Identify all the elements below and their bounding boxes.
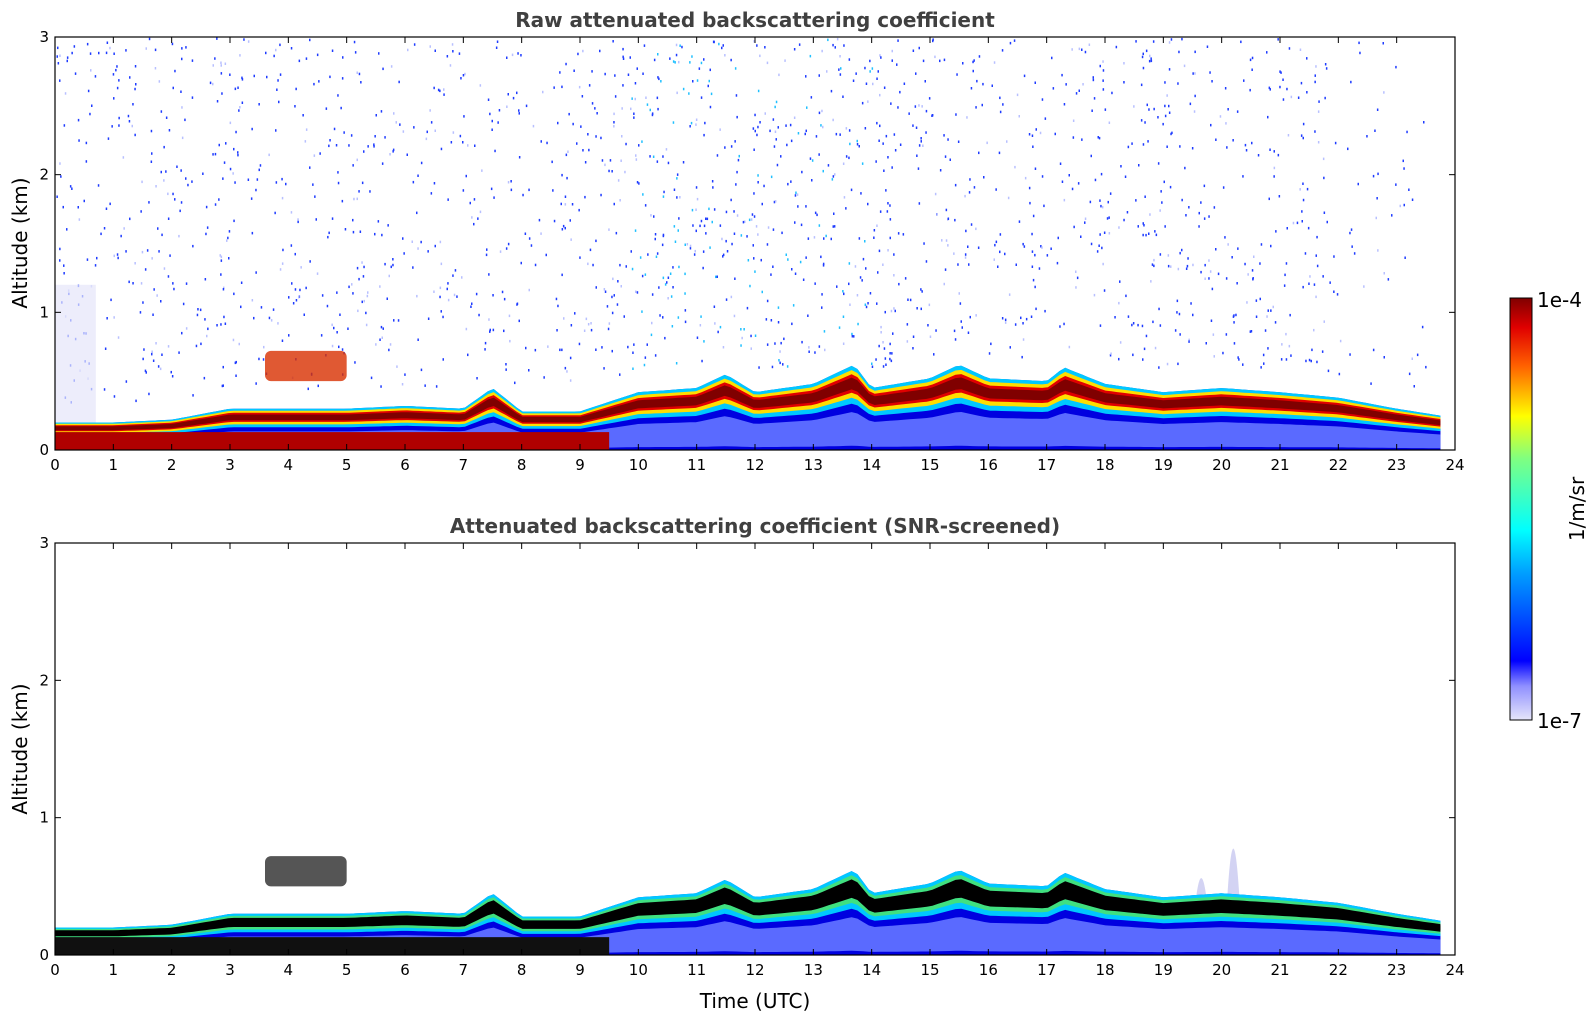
x-tick-label: 3 [225, 456, 235, 474]
x-tick-label: 8 [517, 456, 527, 474]
surface-layer [55, 937, 610, 955]
x-tick-label: 0 [50, 456, 60, 474]
x-tick-label: 13 [804, 456, 823, 474]
x-tick-label: 14 [862, 961, 881, 979]
panel-raw: Raw attenuated backscattering coefficien… [8, 8, 1465, 474]
x-tick-label: 8 [517, 961, 527, 979]
x-tick-label: 2 [167, 961, 177, 979]
x-tick-label: 16 [979, 961, 998, 979]
x-tick-label: 21 [1270, 961, 1289, 979]
colorbar: 1e-4 1e-7 1/m/sr [1509, 288, 1589, 733]
noise-speckle [56, 37, 1427, 404]
panel-screened-x-ticks: 0 1 2 3 4 5 6 7 8 9 10 11 12 13 14 15 16 17 18 19 20 21 22 23 24 [50, 543, 1465, 979]
elevated-layer [265, 856, 347, 887]
x-tick-label: 1 [109, 456, 119, 474]
x-tick-label: 23 [1387, 456, 1406, 474]
panel-raw-ylabel: Altitude (km) [8, 177, 32, 308]
bl-dark-band [55, 377, 1441, 431]
x-tick-label: 22 [1329, 961, 1348, 979]
x-tick-label: 12 [745, 961, 764, 979]
x-tick-label: 15 [920, 456, 939, 474]
x-tick-label: 12 [745, 456, 764, 474]
x-tick-label: 11 [687, 456, 706, 474]
x-tick-label: 18 [1095, 961, 1114, 979]
x-tick-label: 19 [1154, 456, 1173, 474]
x-tick-label: 5 [342, 456, 352, 474]
panel-raw-frame [54, 36, 1456, 451]
x-tick-label: 6 [400, 961, 410, 979]
x-tick-label: 23 [1387, 961, 1406, 979]
y-tick-label: 0 [39, 946, 49, 964]
surface-layer [55, 432, 610, 450]
x-tick-label: 20 [1212, 961, 1231, 979]
x-tick-label: 10 [629, 456, 648, 474]
bl-dark-band [55, 882, 1441, 936]
panel-raw-y-ticks: 0 1 2 3 [39, 28, 1455, 459]
x-tick-label: 15 [920, 961, 939, 979]
x-tick-label: 14 [862, 456, 881, 474]
panel-screened: Attenuated backscattering coefficient (S… [8, 514, 1465, 1013]
panel-raw-x-ticks: 0 1 2 3 4 5 6 7 8 9 10 11 12 13 14 15 16 17 18 19 20 21 22 23 24 [50, 37, 1465, 474]
x-tick-label: 22 [1329, 456, 1348, 474]
y-tick-label: 1 [39, 303, 49, 321]
x-tick-label: 16 [979, 456, 998, 474]
x-tick-label: 2 [167, 456, 177, 474]
x-tick-label: 19 [1154, 961, 1173, 979]
y-tick-label: 1 [39, 809, 49, 827]
x-tick-label: 21 [1270, 456, 1289, 474]
panel-screened-xlabel: Time (UTC) [699, 989, 811, 1013]
x-tick-label: 24 [1445, 961, 1464, 979]
x-tick-label: 4 [284, 456, 294, 474]
x-tick-label: 7 [459, 456, 469, 474]
haze-region [55, 284, 96, 450]
panel-screened-frame [54, 542, 1456, 956]
x-tick-label: 9 [575, 456, 585, 474]
x-tick-label: 17 [1037, 961, 1056, 979]
x-tick-label: 0 [50, 961, 60, 979]
x-tick-label: 1 [109, 961, 119, 979]
x-tick-label: 10 [629, 961, 648, 979]
elevated-layer [265, 350, 347, 382]
x-tick-label: 7 [459, 961, 469, 979]
panel-raw-heatmap [55, 37, 1441, 450]
colorbar-gradient [1509, 297, 1533, 721]
panel-screened-y-ticks: 0 1 2 3 [39, 534, 1455, 964]
y-tick-label: 2 [39, 166, 49, 184]
x-tick-label: 3 [225, 961, 235, 979]
x-tick-label: 18 [1095, 456, 1114, 474]
colorbar-max-label: 1e-4 [1537, 288, 1582, 312]
x-tick-label: 6 [400, 456, 410, 474]
panel-screened-title: Attenuated backscattering coefficient (S… [450, 514, 1060, 538]
x-tick-label: 24 [1445, 456, 1464, 474]
y-tick-label: 0 [39, 441, 49, 459]
x-tick-label: 9 [575, 961, 585, 979]
panel-screened-ylabel: Altitude (km) [8, 683, 32, 814]
x-tick-label: 5 [342, 961, 352, 979]
x-tick-label: 11 [687, 961, 706, 979]
y-tick-label: 3 [39, 534, 49, 552]
colorbar-min-label: 1e-7 [1537, 709, 1582, 733]
x-tick-label: 13 [804, 961, 823, 979]
panel-raw-title: Raw attenuated backscattering coefficien… [515, 8, 995, 32]
x-tick-label: 20 [1212, 456, 1231, 474]
panel-screened-heatmap [55, 848, 1441, 955]
x-tick-label: 4 [284, 961, 294, 979]
y-tick-label: 2 [39, 671, 49, 689]
colorbar-unit-label: 1/m/sr [1565, 476, 1589, 541]
x-tick-label: 17 [1037, 456, 1056, 474]
y-tick-label: 3 [39, 28, 49, 46]
